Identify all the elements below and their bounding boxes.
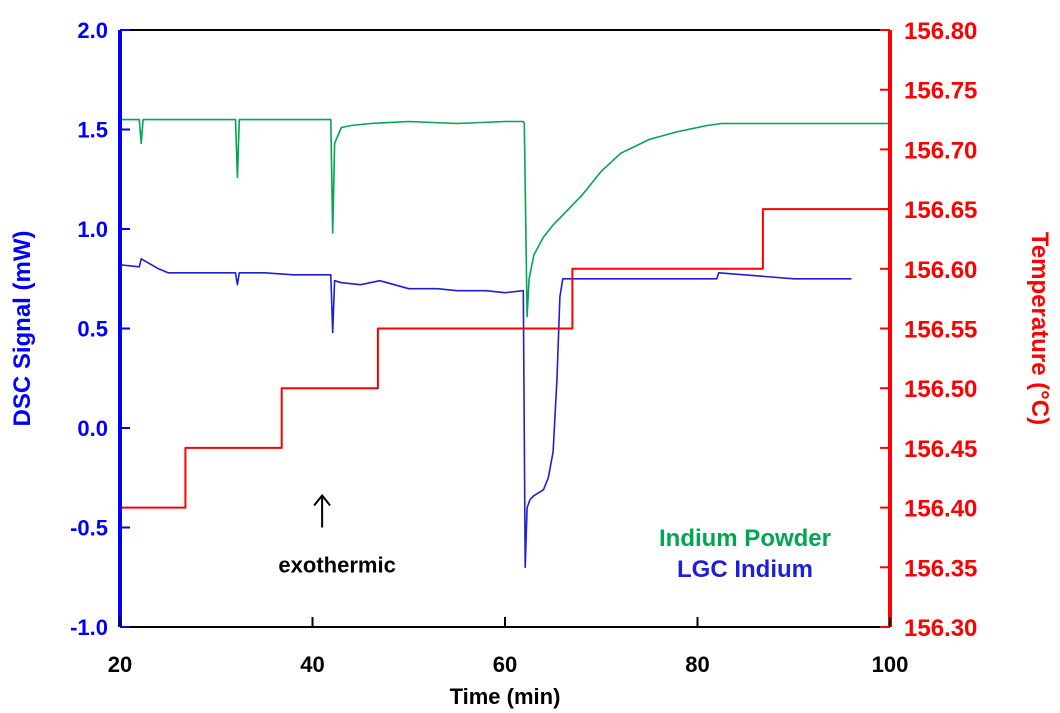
x-tick-label: 100: [872, 652, 909, 677]
series-line-lgc-indium: [119, 257, 852, 569]
y-tick-label: -1.0: [70, 615, 108, 640]
y-tick-label: 2.0: [77, 18, 108, 43]
y2-tick-label: 156.65: [904, 197, 977, 224]
x-tick-label: 80: [685, 652, 709, 677]
y2-tick-label: 156.50: [904, 376, 977, 403]
y-tick-label: -0.5: [70, 516, 108, 541]
x-tick-label: 20: [108, 652, 132, 677]
series-layer: [119, 118, 890, 569]
y2-tick-label: 156.40: [904, 496, 977, 523]
y-tick-label: 0.5: [77, 317, 108, 342]
exothermic-label: exothermic: [278, 553, 395, 578]
y2-tick-label: 156.80: [904, 18, 977, 45]
x-axis-title: Time (min): [450, 684, 561, 709]
exothermic-arrow-head: [313, 493, 331, 507]
y2-tick-label: 156.60: [904, 257, 977, 284]
y2-tick-label: 156.75: [904, 78, 977, 105]
y-tick-label: 1.0: [77, 217, 108, 242]
y-tick-label: 0.0: [77, 416, 108, 441]
y-axis-title: DSC Signal (mW): [9, 231, 36, 427]
y2-tick-label: 156.35: [904, 555, 977, 582]
x-tick-label: 60: [493, 652, 517, 677]
y2-axis-title: Temperature (°C): [1026, 232, 1053, 425]
series-line-indium-powder: [120, 118, 890, 318]
legend-entry-indium-powder: Indium Powder: [659, 525, 831, 552]
y2-tick-label: 156.45: [904, 436, 977, 463]
labels-layer: -1.0 -0.5 0.0 0.5 1.0 1.5 2.0 156.30 156.35 156.4…: [9, 18, 1053, 709]
series-line-temperature: [120, 208, 890, 509]
legend-entry-lgc-indium: LGC Indium: [677, 556, 813, 583]
x-tick-label: 40: [300, 652, 324, 677]
axes-layer: [118, 29, 892, 628]
y2-tick-label: 156.30: [904, 615, 977, 642]
y2-tick-label: 156.55: [904, 317, 977, 344]
y2-tick-label: 156.70: [904, 137, 977, 164]
y-tick-label: 1.5: [77, 118, 108, 143]
